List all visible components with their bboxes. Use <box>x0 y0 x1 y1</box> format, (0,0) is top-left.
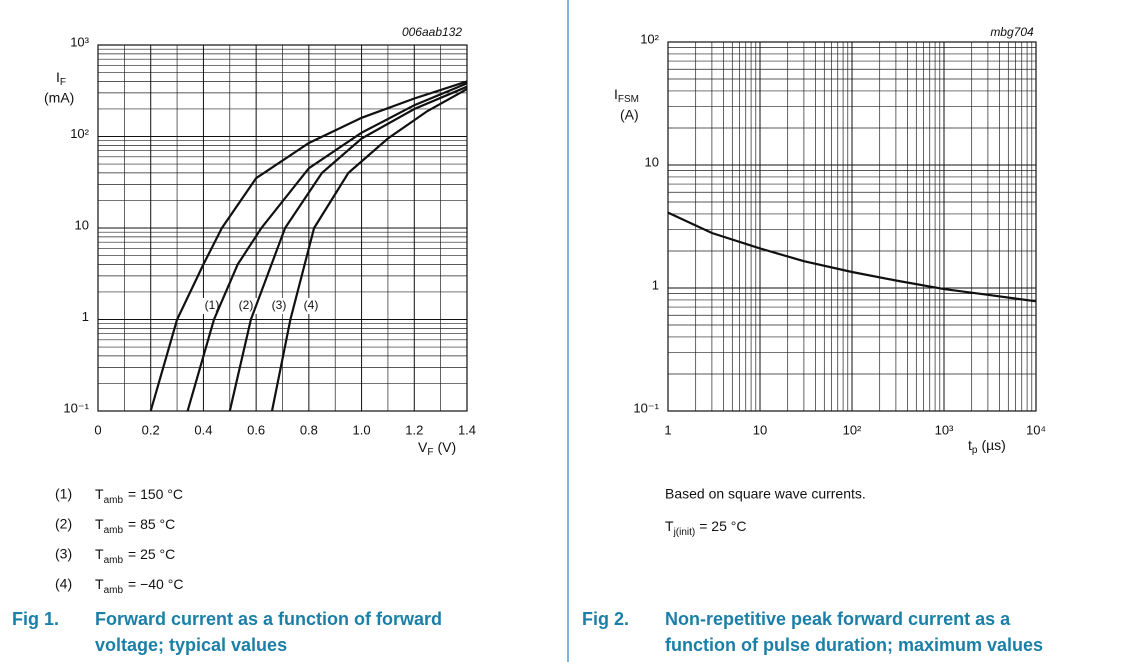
series-label-bg <box>298 298 324 314</box>
y-tick-label: 1 <box>652 277 659 292</box>
x-tick-label: 1.0 <box>353 422 371 437</box>
data-line <box>228 85 468 412</box>
figure-caption: voltage; typical values <box>95 635 287 655</box>
figure-label: Fig 2. <box>582 609 629 629</box>
figure-caption: function of pulse duration; maximum valu… <box>665 635 1043 655</box>
y-axis-label: IFSM <box>614 86 639 105</box>
figure-code: 006aab132 <box>402 25 462 39</box>
figure-code: mbg704 <box>990 25 1034 39</box>
x-tick-label: 10³ <box>935 422 954 437</box>
y-tick-label: 10 <box>645 154 659 169</box>
chart: 1 10 10² 10³ 10⁴ 10⁻¹ 1 10 10² <box>633 31 1046 437</box>
y-tick-label: 10² <box>70 126 89 141</box>
y-axis-label: IF <box>56 69 66 88</box>
data-line <box>149 80 468 412</box>
x-tick-label: 10² <box>843 422 862 437</box>
x-tick-label: 0.4 <box>194 422 212 437</box>
note: Based on square wave currents. <box>665 486 866 502</box>
series-label: (3) <box>272 298 287 312</box>
x-tick-label: 1 <box>664 422 671 437</box>
legend-condition: Tamb = −40 °C <box>95 576 183 596</box>
x-axis-label: tp (µs) <box>968 437 1006 456</box>
data-line <box>667 211 1037 303</box>
y-tick-label: 10² <box>640 31 659 46</box>
plot-frame <box>667 41 1037 412</box>
x-tick-label: 1.4 <box>458 422 476 437</box>
legend-condition: Tamb = 25 °C <box>95 546 175 566</box>
y-tick-label: 10 <box>75 217 89 232</box>
y-axis-unit: (mA) <box>44 90 74 106</box>
series-label: (4) <box>304 298 319 312</box>
legend-number: (4) <box>55 576 72 592</box>
x-tick-label: 0.8 <box>300 422 318 437</box>
x-tick-label: 0 <box>94 422 101 437</box>
figure-caption: Forward current as a function of forward <box>95 609 442 629</box>
series-label-bg <box>266 298 292 314</box>
plot-frame <box>97 44 468 412</box>
y-tick-label: 10⁻¹ <box>633 400 659 415</box>
x-tick-label: 10⁴ <box>1026 422 1046 437</box>
y-tick-label: 1 <box>82 309 89 324</box>
x-tick-label: 0.6 <box>247 422 265 437</box>
y-tick-label: 10³ <box>70 34 89 49</box>
conditions-legend: (1) Tamb = 150 °C (2) Tamb = 85 °C (3) Tam… <box>55 486 183 596</box>
note-condition: Tj(init) = 25 °C <box>665 518 746 538</box>
legend-condition: Tamb = 150 °C <box>95 486 183 506</box>
y-axis-unit: (A) <box>620 107 639 123</box>
series-label: (1) <box>205 298 220 312</box>
x-tick-label: 0.2 <box>142 422 160 437</box>
data-line <box>186 82 468 412</box>
figure-label: Fig 1. <box>12 609 59 629</box>
data-line <box>270 88 468 412</box>
x-axis-label: VF (V) <box>418 439 456 458</box>
legend-number: (1) <box>55 486 72 502</box>
chart: 0 0.2 0.4 0.6 0.8 1.0 1.2 1.4 10⁻¹ 1 10 10² 10³ (1) (2… <box>63 34 476 437</box>
x-tick-label: 10 <box>753 422 767 437</box>
series-label: (2) <box>239 298 254 312</box>
legend-number: (3) <box>55 546 72 562</box>
legend-condition: Tamb = 85 °C <box>95 516 175 536</box>
x-tick-label: 1.2 <box>405 422 423 437</box>
legend-number: (2) <box>55 516 72 532</box>
figure-caption: Non-repetitive peak forward current as a <box>665 609 1011 629</box>
y-tick-label: 10⁻¹ <box>63 400 89 415</box>
series-label-bg <box>233 298 259 314</box>
